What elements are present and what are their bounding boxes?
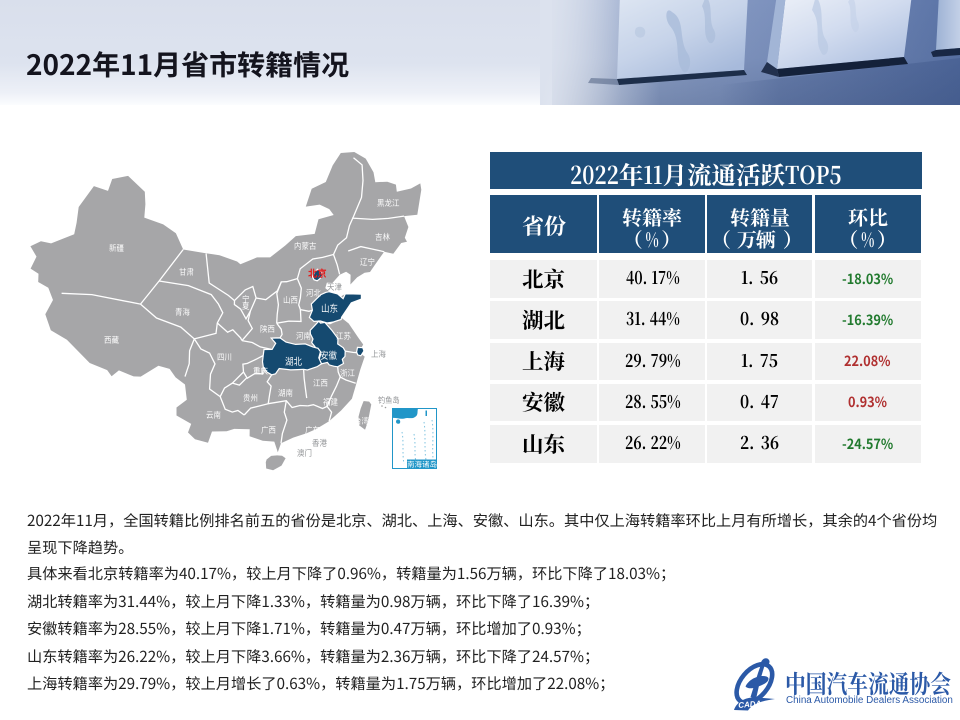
svg-text:CADA: CADA [738, 699, 762, 710]
